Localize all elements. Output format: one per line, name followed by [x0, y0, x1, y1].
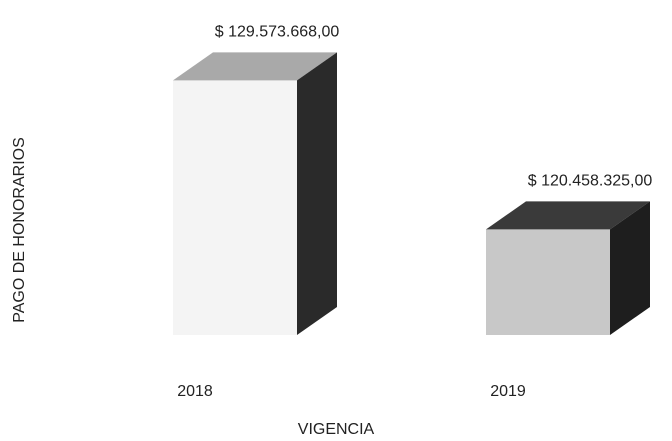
bar-top — [173, 52, 337, 81]
x-tick-label: 2018 — [177, 383, 213, 400]
bar-front — [486, 229, 610, 335]
y-axis-label: PAGO DE HONORARIOS — [11, 137, 28, 323]
data-label: $ 120.458.325,00 — [528, 173, 653, 190]
x-axis-label: VIGENCIA — [298, 421, 375, 438]
bar-top — [486, 201, 650, 230]
bar-side — [610, 201, 650, 335]
bar-side — [297, 52, 337, 336]
bar — [173, 52, 337, 336]
data-label: $ 129.573.668,00 — [215, 24, 340, 41]
bar — [486, 201, 650, 335]
x-tick-label: 2019 — [490, 383, 526, 400]
bar-front — [173, 80, 297, 335]
